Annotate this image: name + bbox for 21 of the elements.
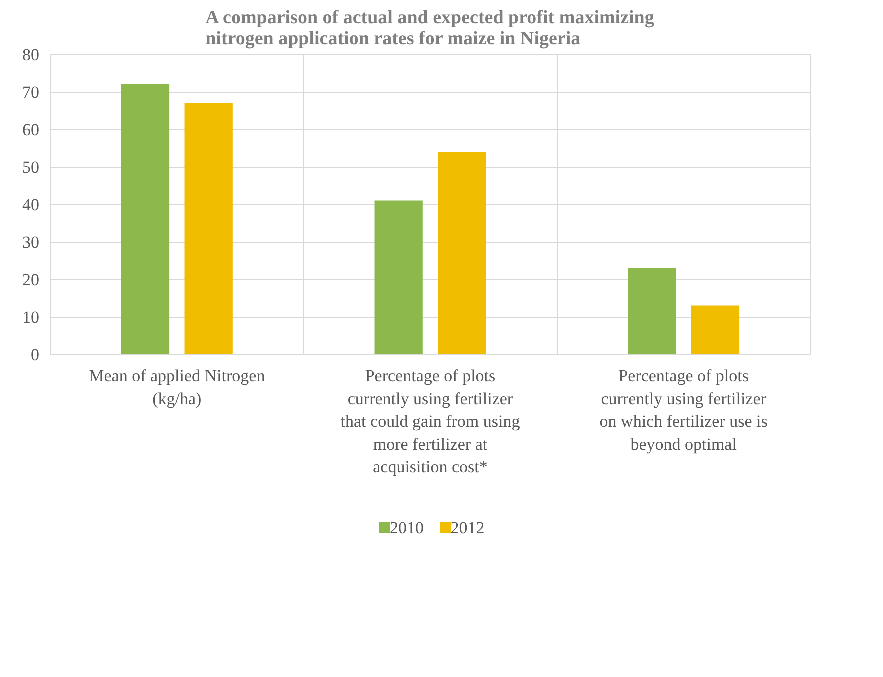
bar xyxy=(438,152,486,354)
chart-title: A comparison of actual and expected profit maximizing nitrogen application rates for maize in Nigeria xyxy=(206,8,655,50)
y-tick-label: 80 xyxy=(22,46,40,64)
y-tick-label: 30 xyxy=(22,233,40,252)
y-tick-label: 0 xyxy=(31,346,40,364)
x-tick-label: Mean of applied Nitrogen (kg/ha) xyxy=(89,366,266,408)
y-tick-label: 60 xyxy=(22,120,40,140)
y-tick-label: 20 xyxy=(22,270,40,290)
y-tick-label: 70 xyxy=(22,83,40,102)
bar xyxy=(374,200,423,354)
bar xyxy=(121,84,170,354)
bar xyxy=(691,306,740,354)
bar xyxy=(184,103,233,354)
x-tick-label: Percentage of plots currently using fertilizer that could gain from using more fertilizer at acquisition cost* xyxy=(340,366,521,477)
x-tick-label: Percentage of plots currently using fertilizer on which fertilizer use is beyond optimal xyxy=(600,366,768,454)
y-tick-label: 40 xyxy=(22,196,40,214)
bar xyxy=(628,268,676,354)
legend-label: 2012 xyxy=(450,518,485,538)
legend-label: 2010 xyxy=(390,518,424,538)
y-tick-label: 10 xyxy=(22,308,40,327)
y-tick-label: 50 xyxy=(22,158,40,177)
